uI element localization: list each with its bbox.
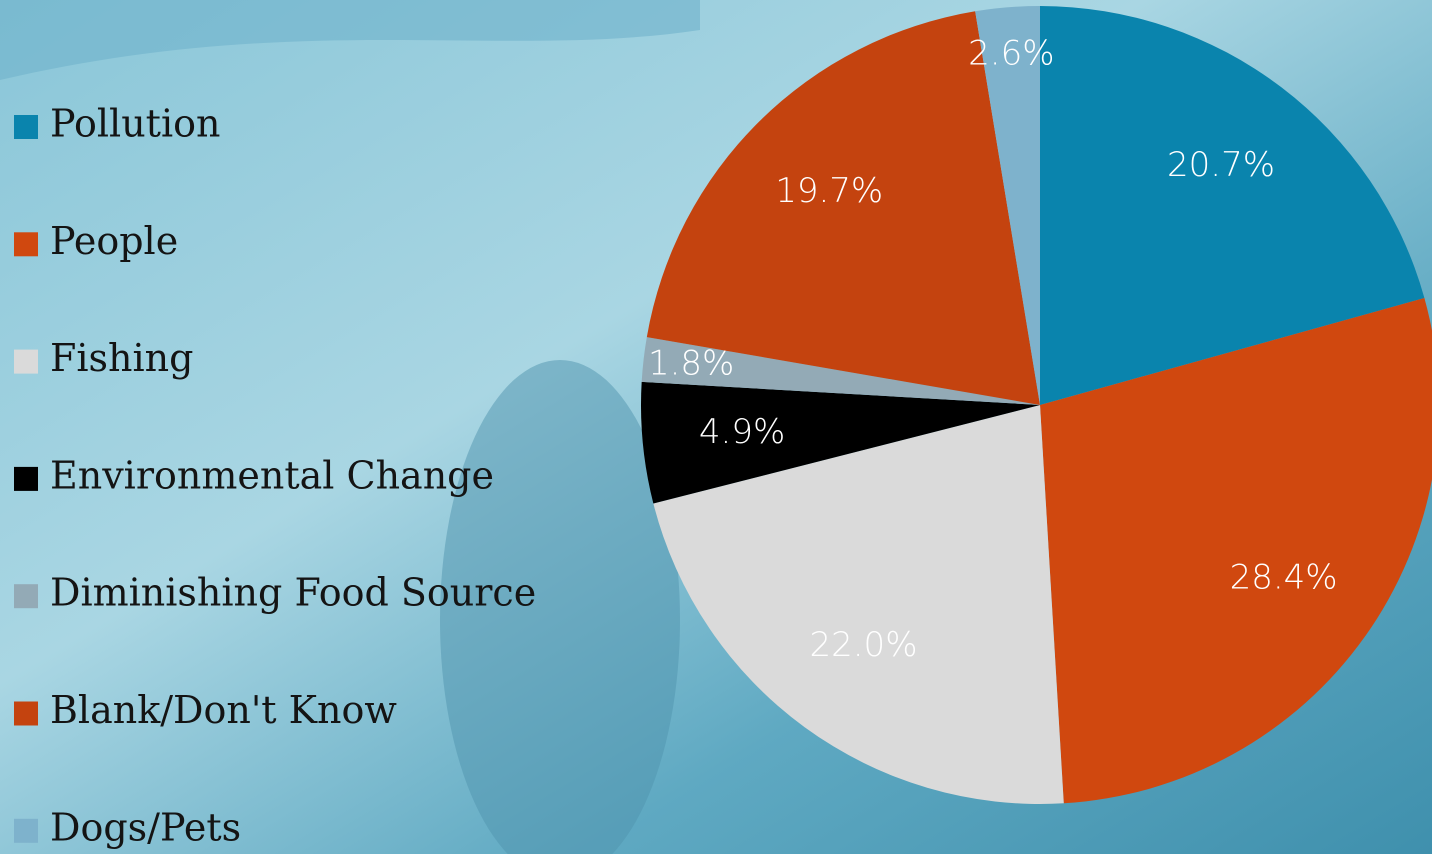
slice-label: 20.7% — [1167, 145, 1275, 185]
background-shape — [0, 0, 700, 80]
pie-slice — [1040, 6, 1425, 405]
background-shape — [440, 360, 680, 854]
pie-slice — [975, 5, 1040, 405]
legend-label: Diminishing Food Source — [50, 571, 536, 615]
legend-swatch — [14, 115, 38, 139]
slice-label: 19.7% — [775, 171, 883, 211]
legend-swatch — [14, 701, 38, 726]
legend-label: Pollution — [50, 102, 220, 146]
slice-label: 4.9% — [699, 412, 785, 452]
legend-label: People — [50, 219, 178, 263]
pie-slice — [641, 337, 1040, 405]
pie-slice — [653, 405, 1064, 804]
pie-slice — [1040, 298, 1432, 804]
slice-label: 1.8% — [648, 343, 734, 383]
legend-label: Dogs/Pets — [50, 805, 241, 849]
legend-swatch — [14, 466, 38, 491]
slice-label: 22.0% — [809, 625, 917, 665]
pie-slice — [646, 11, 1040, 405]
legend-swatch — [14, 232, 38, 257]
legend-swatch — [14, 584, 38, 609]
legend-label: Environmental Change — [50, 453, 494, 497]
legend-swatch — [14, 349, 38, 374]
slice-label: 28.4% — [1230, 557, 1338, 597]
legend-label: Fishing — [50, 336, 193, 380]
slice-label: 2.6% — [968, 34, 1054, 74]
legend-swatch — [14, 818, 38, 843]
legend-label: Blank/Don't Know — [50, 688, 397, 732]
pie-slice — [641, 381, 1040, 504]
